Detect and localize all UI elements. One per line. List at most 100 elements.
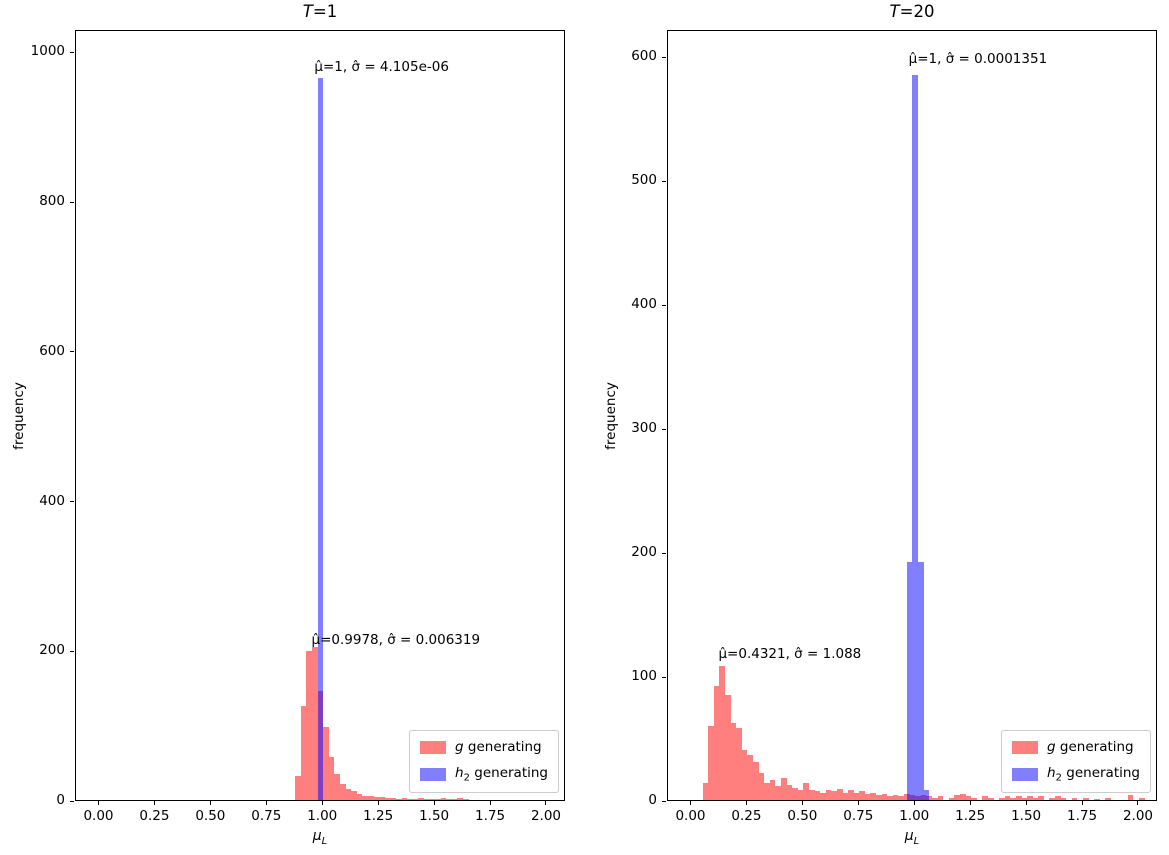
histogram-bar-g bbox=[758, 772, 765, 800]
y-tick bbox=[662, 304, 666, 306]
histogram-bar-g bbox=[1021, 797, 1028, 800]
histogram-bar-g bbox=[1105, 797, 1111, 800]
histogram-bar-g bbox=[786, 785, 793, 800]
histogram-bar-g bbox=[418, 797, 424, 800]
x-tick-label: 2.00 bbox=[530, 808, 561, 824]
histogram-bar-g bbox=[747, 755, 753, 800]
histogram-bar-g bbox=[820, 792, 826, 800]
legend-item-g: g generating bbox=[1012, 739, 1140, 758]
histogram-bar-g bbox=[345, 788, 352, 800]
histogram-bar-g bbox=[446, 798, 452, 800]
histogram-bar-g bbox=[367, 796, 374, 800]
histogram-bar-g bbox=[764, 782, 770, 800]
y-tick bbox=[662, 676, 666, 678]
y-tick bbox=[70, 351, 74, 353]
y-tick bbox=[662, 428, 666, 430]
histogram-bar-g bbox=[959, 793, 966, 800]
title-rest: =20 bbox=[899, 2, 935, 21]
y-tick bbox=[662, 552, 666, 554]
histogram-bar-g bbox=[932, 797, 938, 800]
histogram-bar-g bbox=[881, 793, 888, 800]
legend: g generating h2 generating bbox=[409, 729, 559, 793]
x-tick bbox=[209, 801, 211, 805]
histogram-bar-g bbox=[982, 796, 988, 800]
histogram-bar-g bbox=[719, 666, 726, 800]
histogram-bar-g bbox=[730, 723, 737, 800]
histogram-bar-g bbox=[870, 792, 877, 800]
x-tick bbox=[153, 801, 155, 805]
histogram-bar-g bbox=[351, 791, 357, 800]
histogram-bar-g bbox=[463, 798, 469, 800]
x-tick bbox=[1081, 801, 1083, 805]
x-tick bbox=[969, 801, 971, 805]
y-tick-label: 0 bbox=[56, 792, 65, 808]
y-tick bbox=[70, 51, 74, 53]
histogram-bar-g bbox=[842, 792, 849, 800]
histogram-bar-g bbox=[769, 780, 776, 800]
legend-label-h2: h2 generating bbox=[455, 765, 548, 784]
histogram-bar-g bbox=[435, 798, 441, 800]
histogram-bar-g bbox=[797, 790, 804, 800]
y-tick bbox=[70, 650, 74, 652]
y-tick bbox=[70, 501, 74, 503]
histogram-bar-g bbox=[814, 791, 821, 800]
histogram-bar-g bbox=[407, 798, 413, 800]
histogram-bar-g bbox=[395, 798, 402, 800]
histogram-bar-h2 bbox=[317, 77, 324, 800]
histogram-bar-g bbox=[312, 646, 318, 800]
histogram-bar-g bbox=[848, 790, 854, 800]
histogram-bar-g bbox=[1055, 796, 1061, 800]
x-tick-label: 0.25 bbox=[139, 808, 170, 824]
histogram-bar-g bbox=[713, 685, 720, 800]
histogram-bar-g bbox=[909, 795, 916, 800]
y-tick-label: 400 bbox=[39, 492, 65, 509]
y-tick-label: 300 bbox=[631, 420, 657, 437]
histogram-bar-g bbox=[831, 791, 837, 800]
histogram-bar-g bbox=[808, 790, 815, 800]
histogram-bar-g bbox=[937, 796, 944, 800]
x-tick-label: 2.00 bbox=[1122, 808, 1153, 824]
histogram-bar-g bbox=[836, 788, 843, 800]
x-tick-label: 1.50 bbox=[419, 808, 450, 824]
histogram-bar-g bbox=[920, 795, 927, 800]
legend-label-h2: h2 generating bbox=[1047, 765, 1140, 784]
histogram-bar-g bbox=[340, 784, 346, 800]
histogram-bar-g bbox=[926, 796, 932, 800]
histogram-bar-g bbox=[1015, 796, 1022, 800]
y-tick bbox=[70, 800, 74, 802]
annotation-h2-stats: μ̂=1, σ̂ = 4.105e-06 bbox=[314, 58, 449, 75]
x-tick bbox=[745, 801, 747, 805]
histogram-bar-h2 bbox=[912, 74, 919, 800]
title-symbol: T bbox=[302, 2, 313, 21]
histogram-bar-g bbox=[876, 795, 882, 800]
histogram-bar-g bbox=[780, 777, 787, 800]
histogram-bar-g bbox=[412, 798, 419, 800]
x-tick-label: 1.25 bbox=[363, 808, 394, 824]
histogram-bar-g bbox=[423, 798, 430, 800]
histogram-bar-g bbox=[384, 797, 391, 800]
histogram-bar-g bbox=[334, 773, 340, 800]
x-tick-label: 1.00 bbox=[899, 808, 930, 824]
histogram-bar-g bbox=[892, 795, 899, 800]
x-axis-label: μL bbox=[904, 828, 920, 847]
histogram-bar-g bbox=[887, 796, 893, 800]
legend-swatch-h2 bbox=[420, 768, 447, 782]
histogram-bar-g bbox=[1038, 796, 1044, 800]
x-tick-label: 1.75 bbox=[475, 808, 506, 824]
y-tick bbox=[662, 180, 666, 182]
histogram-bar-g bbox=[948, 797, 955, 800]
histogram-bar-g bbox=[1027, 796, 1033, 800]
histogram-bar-g bbox=[373, 797, 380, 800]
annotation-g-stats: μ̂=0.4321, σ̂ = 1.088 bbox=[718, 646, 862, 663]
histogram-bar-g bbox=[775, 786, 781, 800]
histogram-bar-g bbox=[1060, 797, 1067, 800]
x-tick bbox=[913, 801, 915, 805]
histogram-bar-g bbox=[328, 757, 335, 800]
y-tick-label: 1000 bbox=[30, 43, 65, 60]
x-tick-label: 1.75 bbox=[1067, 808, 1098, 824]
y-tick-label: 0 bbox=[648, 792, 657, 808]
x-tick bbox=[545, 801, 547, 805]
histogram-bar-g bbox=[898, 796, 905, 800]
legend-label-g: g generating bbox=[455, 738, 542, 755]
